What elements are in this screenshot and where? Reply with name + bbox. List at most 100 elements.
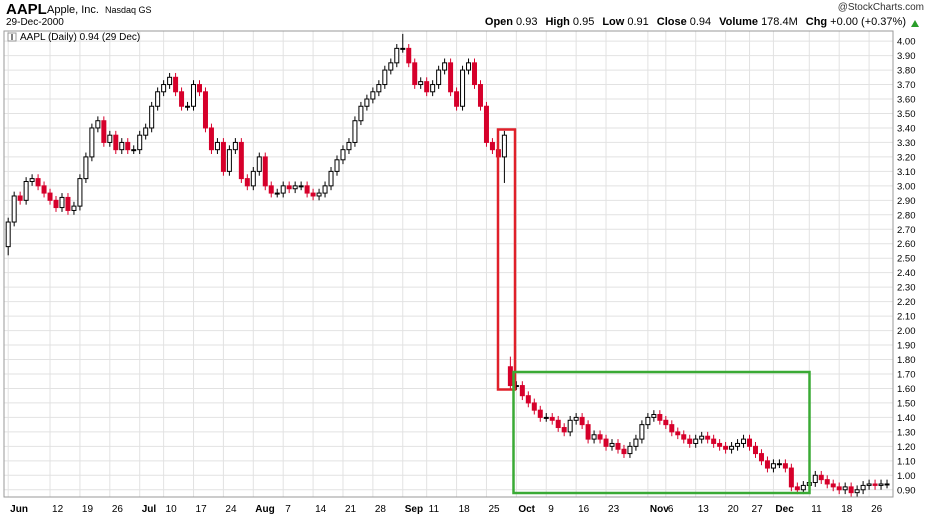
candle-body: [711, 438, 717, 444]
candle-body: [472, 62, 478, 86]
candle-body: [340, 149, 346, 161]
candle-body: [776, 463, 782, 466]
y-tick-label: 2.80: [897, 210, 916, 221]
x-tick-label: 19: [82, 504, 94, 515]
candle-body: [884, 483, 890, 486]
candle-body: [161, 84, 167, 93]
candle-body: [579, 416, 585, 426]
candle-body: [131, 149, 137, 152]
x-tick-label: 13: [698, 504, 710, 515]
date: 29-Dec-2000: [6, 17, 64, 28]
candle-body: [310, 192, 316, 197]
candle-body: [101, 120, 107, 143]
candle-body: [292, 185, 298, 190]
candle-body: [35, 178, 41, 187]
y-tick-label: 1.30: [897, 427, 916, 438]
candle-body: [358, 105, 364, 122]
candle-body: [531, 402, 537, 411]
y-tick-label: 2.30: [897, 283, 916, 294]
y-tick-label: 1.50: [897, 398, 916, 409]
candle-body: [71, 205, 77, 211]
candle-body: [854, 489, 860, 494]
candle-body: [460, 69, 466, 107]
candle-body: [382, 69, 388, 86]
y-tick-label: 3.40: [897, 123, 916, 134]
x-tick-label: 11: [429, 504, 440, 515]
candle-body: [268, 185, 274, 194]
candle-body: [747, 438, 753, 447]
candle-body: [388, 62, 394, 71]
candle-body: [155, 91, 161, 107]
candle-body: [47, 192, 53, 201]
candle-body: [633, 438, 639, 447]
candle-body: [65, 196, 71, 211]
candle-body: [818, 474, 824, 481]
candle-body: [185, 105, 191, 108]
x-tick-label: 10: [166, 504, 178, 515]
y-tick-label: 1.40: [897, 413, 916, 424]
x-tick-label: 28: [375, 504, 387, 515]
x-tick-label: 17: [196, 504, 208, 515]
y-tick-label: 3.50: [897, 109, 916, 120]
candle-body: [615, 442, 621, 450]
quote-label: Volume: [719, 16, 758, 28]
y-tick-label: 2.10: [897, 312, 916, 323]
candle-body: [113, 134, 119, 151]
candle-body: [89, 127, 95, 158]
candle-body: [196, 84, 202, 93]
x-tick-label: 24: [225, 504, 237, 515]
candle-body: [693, 438, 699, 444]
candle-body: [77, 178, 83, 207]
symbol: AAPL: [6, 1, 47, 18]
candle-body: [651, 414, 657, 418]
candle-body: [5, 221, 11, 248]
candle-body: [334, 159, 340, 172]
quote-label: High: [545, 16, 570, 28]
x-tick-label: 20: [728, 504, 740, 515]
candle-body: [173, 76, 179, 93]
candle-body: [489, 141, 495, 151]
candle-body: [735, 442, 741, 447]
candle-body: [41, 185, 47, 194]
x-tick-label: 21: [345, 504, 357, 515]
candle-body: [669, 424, 675, 433]
candle-body: [250, 170, 256, 187]
candle-body: [298, 185, 304, 188]
y-tick-label: 3.00: [897, 181, 916, 192]
quote-label: Open: [485, 16, 513, 28]
candle-body: [543, 416, 549, 419]
candle-body: [346, 141, 352, 151]
y-tick-label: 2.20: [897, 297, 916, 308]
candle-body: [591, 434, 597, 440]
candle-body: [729, 445, 735, 450]
candle-body: [567, 419, 573, 433]
x-tick-label: 12: [52, 504, 64, 515]
candle-body: [627, 445, 633, 455]
candle-body: [675, 431, 681, 436]
candle-body: [782, 463, 788, 469]
candle-body: [794, 486, 800, 491]
candle-body: [442, 62, 448, 71]
y-tick-label: 1.60: [897, 384, 916, 395]
candle-body: [687, 438, 693, 444]
quote-value: 0.94: [690, 16, 711, 28]
candle-body: [639, 424, 645, 440]
y-tick-label: 4.00: [897, 37, 916, 48]
candle-body: [555, 419, 561, 429]
candle-body: [406, 47, 412, 64]
candle-body: [483, 105, 489, 143]
candle-body: [304, 185, 310, 194]
candle-body: [525, 395, 531, 404]
candle-body: [758, 453, 764, 462]
candle-body: [800, 484, 806, 491]
candle-body: [860, 484, 866, 491]
x-tick-label: 26: [112, 504, 124, 515]
y-tick-label: 1.20: [897, 442, 916, 453]
candle-body: [645, 416, 651, 426]
x-tick-label: 11: [811, 504, 822, 515]
candle-body: [316, 192, 322, 197]
candle-body: [328, 170, 334, 187]
x-tick-label: Dec: [775, 504, 794, 515]
candle-body: [477, 84, 483, 107]
